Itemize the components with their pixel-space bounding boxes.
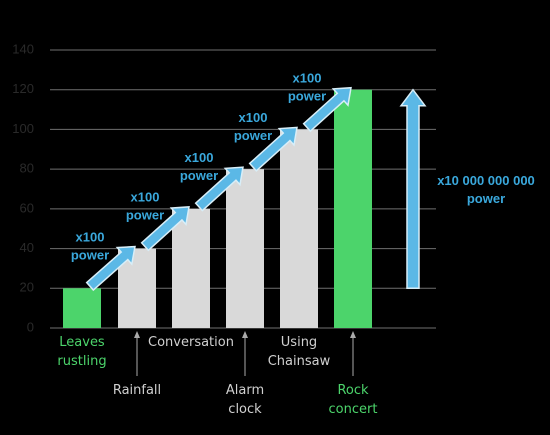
bar: [334, 89, 372, 328]
arrow: [140, 206, 190, 252]
arrow: [248, 126, 298, 172]
arrow: [302, 86, 352, 133]
x-tick-label: Leaves rustling: [57, 335, 106, 369]
step-label: x100 power: [180, 150, 218, 183]
total-label: x10 000 000 000 power: [437, 173, 535, 206]
bar: [172, 208, 210, 328]
y-tick-label: 80: [20, 161, 34, 176]
pointer-head: [242, 331, 248, 338]
y-tick-label: 140: [12, 41, 34, 56]
arrow: [399, 88, 427, 290]
step-label: x100 power: [71, 230, 109, 263]
bar: [280, 129, 318, 328]
x-tick-label: Using Chainsaw: [268, 335, 331, 369]
y-tick-label: 20: [20, 280, 34, 295]
x-tick-label: Alarm clock: [226, 383, 264, 417]
bar: [226, 169, 264, 328]
x-tick-label: Conversation: [148, 335, 234, 350]
pointer-head: [350, 331, 356, 338]
y-tick-label: 100: [12, 121, 34, 136]
step-label: x100 power: [234, 111, 272, 144]
y-tick-label: 40: [20, 240, 34, 255]
bar: [63, 288, 101, 328]
y-tick-label: 120: [12, 81, 34, 96]
y-tick-label: 60: [20, 200, 34, 215]
step-label: x100 power: [126, 190, 164, 223]
x-tick-label: Rainfall: [113, 383, 161, 398]
arrow: [194, 166, 244, 212]
x-tick-label: Rock concert: [329, 383, 378, 417]
arrow: [85, 245, 136, 292]
step-label: x100 power: [288, 71, 326, 104]
y-tick-label: 0: [27, 319, 34, 334]
pointer-head: [134, 331, 140, 338]
